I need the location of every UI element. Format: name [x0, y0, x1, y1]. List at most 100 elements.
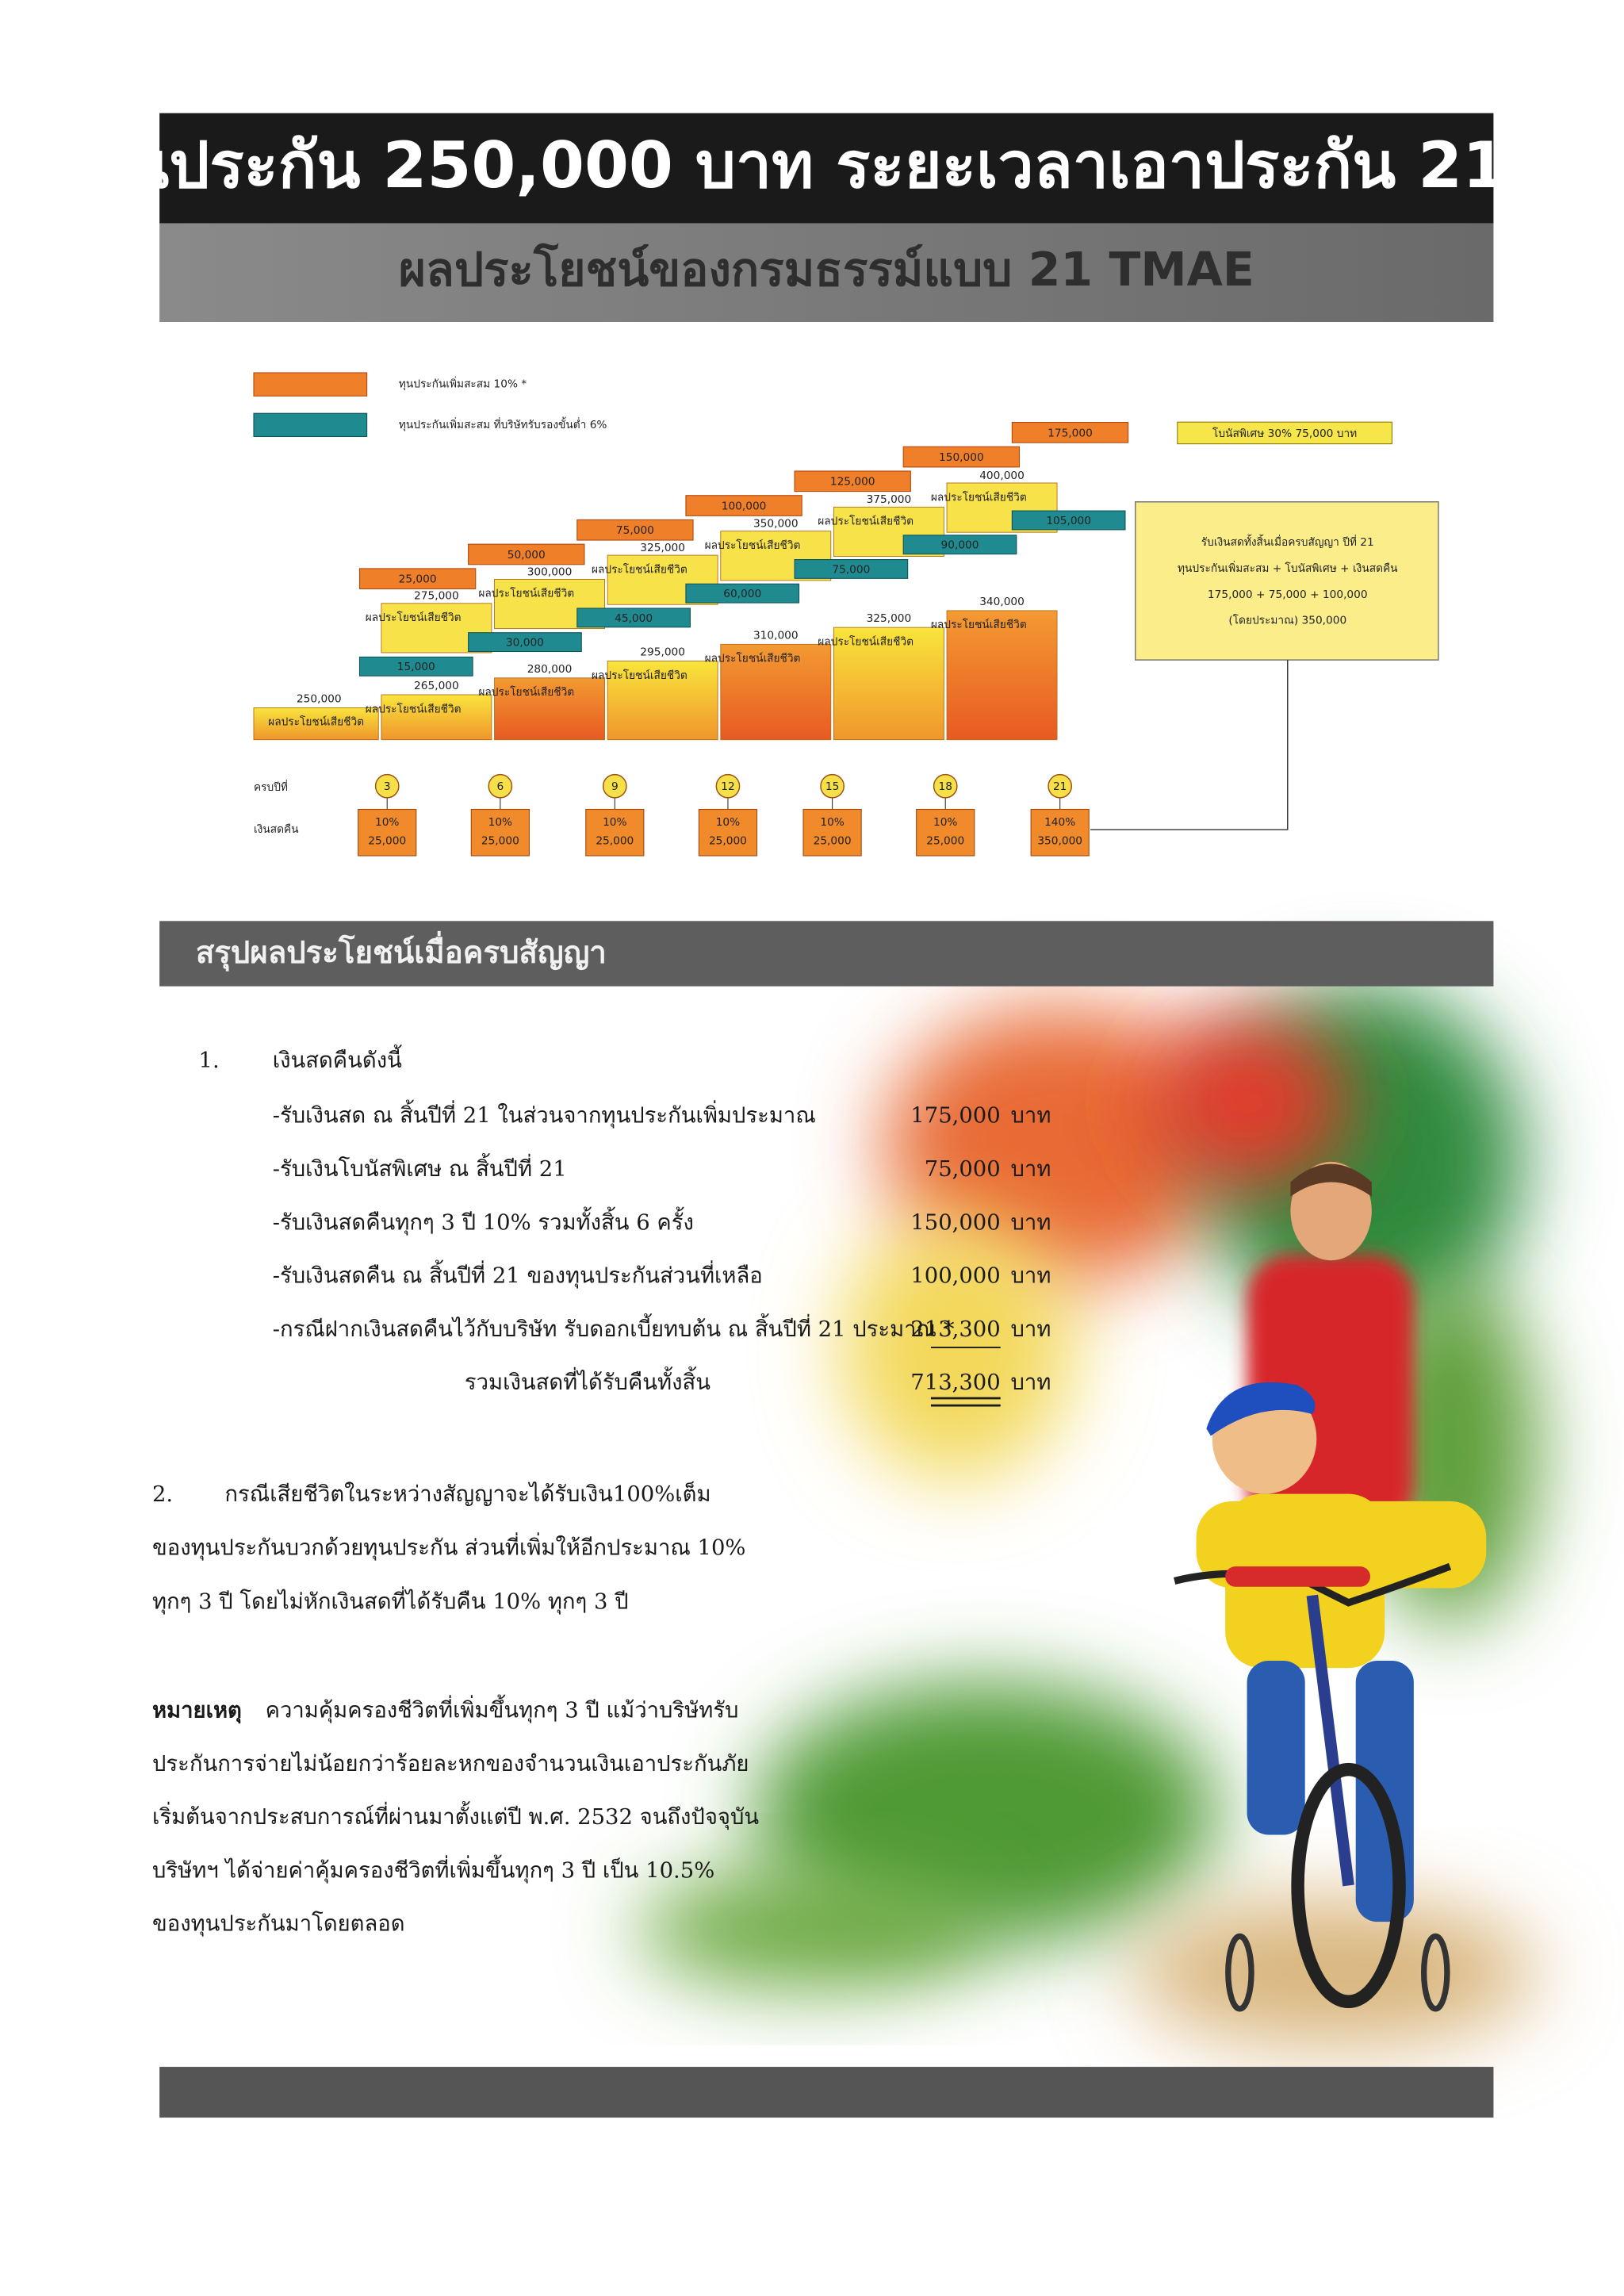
increment-label: 50,000 — [508, 549, 546, 562]
year-label: 3 — [384, 780, 391, 793]
guaranteed-increment — [794, 559, 909, 579]
row-amount: 150,000 — [910, 1210, 1000, 1235]
benefit-label: ผลประโยชน์เสียชีวิต — [931, 490, 1027, 504]
summary: 1. เงินสดคืนดังนี้ -รับเงินสด ณ สิ้นปีที่ … — [152, 1045, 1051, 1938]
footer-bar — [159, 2067, 1494, 2118]
page-subtitle: ผลประโยชน์ของกรมธรรม์แบบ 21 TMAE — [399, 242, 1254, 297]
increment-label: 25,000 — [399, 573, 437, 586]
cash-percent: 10% — [375, 816, 399, 829]
increment-label: 175,000 — [1048, 427, 1093, 439]
bonus-box — [1177, 421, 1392, 445]
cash-amount: 350,000 — [1037, 835, 1082, 848]
paint-blob — [1145, 1015, 1349, 1190]
benefit-block — [253, 707, 379, 741]
note-line: เริ่มต้นจากประสบการณ์ที่ผ่านมาตั้งแต่ปี … — [152, 1801, 759, 1830]
item-number: 1. — [199, 1048, 220, 1073]
benefit-label: ผลประโยชน์เสียชีวิต — [818, 634, 914, 648]
paragraph-line: ของทุนประกันบวกด้วยทุนประกัน ส่วนที่เพิ่… — [152, 1533, 745, 1562]
guaranteed-block — [720, 643, 832, 741]
row-unit: บาท — [1011, 1370, 1051, 1395]
cash-percent: 10% — [820, 816, 844, 829]
benefit-label: ผลประโยชน์เสียชีวิต — [366, 611, 462, 624]
cash-box — [916, 808, 975, 857]
year-circle — [715, 773, 741, 799]
training-wheel — [1421, 1933, 1450, 2012]
guaranteed-increment — [685, 583, 800, 604]
cash-box — [698, 808, 758, 857]
note-line: ประกันการจ่ายไม่น้อยกว่าร้อยละหกของจำนวน… — [152, 1751, 749, 1777]
year-label: 15 — [825, 780, 839, 793]
benefit-label: ผลประโยชน์เสียชีวิต — [268, 715, 364, 729]
row-unit: บาท — [1011, 1104, 1051, 1129]
note-label: หมายเหตุ — [152, 1697, 242, 1723]
increment-label: 30,000 — [506, 637, 544, 650]
year-label: 6 — [496, 780, 504, 793]
guaranteed-increment — [1011, 510, 1126, 531]
guaranteed-increment — [468, 632, 582, 653]
total-label: 310,000 — [753, 629, 799, 642]
title-bar — [159, 113, 1494, 224]
guaranteed-block — [494, 677, 605, 741]
year-label: 9 — [611, 780, 619, 793]
note-line: บริษัทฯ ได้จ่ายค่าคุ้มครองชีวิตที่เพิ่มข… — [152, 1854, 714, 1884]
row-unit: บาท — [1011, 1264, 1051, 1289]
legend-label: ทุนประกันเพิ่มสะสม ที่บริษัทรับรองขั้นต่… — [399, 416, 607, 431]
benefit-label: ผลประโยชน์เสียชีวิต — [931, 618, 1027, 631]
accumulated-increment — [468, 543, 585, 565]
training-wheel — [1225, 1933, 1254, 2012]
maturity-line: 175,000 + 75,000 + 100,000 — [1208, 588, 1368, 601]
guaranteed-increment — [576, 608, 691, 628]
cash-amount: 25,000 — [926, 835, 964, 848]
row-label: ครบปีที่ — [254, 780, 288, 794]
guaranteed-block — [833, 627, 944, 741]
cash-percent: 10% — [488, 816, 512, 829]
total-label: 400,000 — [979, 470, 1025, 482]
handlebar-pad — [1225, 1566, 1370, 1587]
total-label: 340,000 — [979, 596, 1025, 608]
year-circle — [1048, 773, 1073, 799]
guaranteed-increment — [358, 656, 473, 677]
guaranteed-increment — [902, 535, 1017, 555]
connector — [1090, 660, 1289, 830]
year-circle — [374, 773, 400, 799]
row-amount: 213,300 — [910, 1317, 1000, 1342]
benefit-label: ผลประโยชน์เสียชีวิต — [478, 685, 574, 699]
benefit-label: ผลประโยชน์เสียชีวิต — [818, 515, 914, 528]
total-label: 275,000 — [414, 590, 459, 603]
row-text: -รับเงินสดคืน ณ สิ้นปีที่ 21 ของทุนประกั… — [273, 1260, 763, 1290]
cash-amount: 25,000 — [596, 835, 634, 848]
benefit-label: ผลประโยชน์เสียชีวิต — [592, 669, 688, 682]
man-hair — [1290, 1163, 1372, 1197]
total-label: 350,000 — [753, 518, 799, 531]
total-amount: 713,300 — [910, 1370, 1000, 1395]
boy-cap — [1206, 1382, 1316, 1436]
increment-label: 100,000 — [722, 500, 767, 512]
cash-box — [358, 808, 417, 857]
increment-label: 15,000 — [397, 661, 435, 673]
cash-box — [802, 808, 862, 857]
benefit-diagram: 250,000 ผลประโยชน์เสียชีวิต 265,000 ผลประโย… — [253, 421, 1439, 857]
increment-label: 125,000 — [830, 476, 875, 489]
row-label: เงินสดคืน — [254, 823, 299, 836]
maturity-line: ทุนประกันเพิ่มสะสม + โบนัสพิเศษ + เงินสด… — [1178, 561, 1398, 575]
guaranteed-block — [381, 694, 492, 741]
year-circle — [488, 773, 513, 799]
legend-swatch — [253, 412, 368, 438]
total-label: 265,000 — [414, 680, 459, 692]
boy-jeans — [1247, 1660, 1305, 1835]
paragraph-line: กรณีเสียชีวิตในระหว่างสัญญาจะได้รับเงิน1… — [224, 1480, 710, 1507]
row-text: -รับเงินสด ณ สิ้นปีที่ 21 ในส่วนจากทุนปร… — [273, 1100, 816, 1129]
legend-label: ทุนประกันเพิ่มสะสม 10% * — [399, 377, 527, 391]
benefit-label: ผลประโยชน์เสียชีวิต — [478, 587, 574, 600]
note-line: ของทุนประกันมาโดยตลอด — [152, 1911, 405, 1938]
increment-label: 75,000 — [616, 524, 654, 537]
year-circle — [933, 773, 958, 799]
row-text: -กรณีฝากเงินสดคืนไว้กับบริษัท รับดอกเบี้… — [273, 1313, 955, 1342]
year-circle — [602, 773, 627, 799]
benefit-label: ผลประโยชน์เสียชีวิต — [366, 702, 462, 715]
row-text: -รับเงินสดคืนทุกๆ 3 ปี 10% รวมทั้งสิ้น 6… — [273, 1206, 694, 1236]
paint-blob — [841, 1218, 1074, 1480]
item-title: เงินสดคืนดังนี้ — [273, 1045, 402, 1073]
cash-amount: 25,000 — [368, 835, 406, 848]
row-text: -รับเงินโบนัสพิเศษ ณ สิ้นปีที่ 21 — [273, 1153, 567, 1182]
